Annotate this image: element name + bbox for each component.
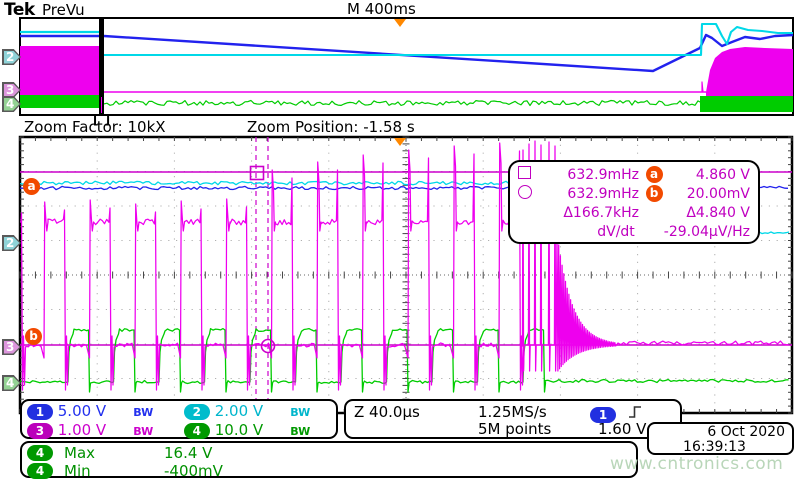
cursor-delta-frequency: Δ166.7kHz — [563, 204, 639, 221]
cursor-b-value: 20.00mV — [686, 185, 750, 202]
cursor-delta-value: Δ4.840 V — [686, 204, 750, 221]
channel1-scale: 5.00 V — [57, 402, 107, 420]
bandwidth-limit-icon: BW — [290, 425, 311, 438]
marker-fill — [3, 83, 20, 97]
cursor-readout-box: 632.9mHz a 4.860 V 632.9mHz b 20.00mV Δ1… — [508, 160, 760, 244]
marker-fill — [3, 50, 20, 64]
cursor-row-a: 632.9mHz a 4.860 V — [515, 165, 752, 184]
sample-rate-readout: 1.25MS/s — [478, 403, 547, 421]
trigger-level-readout: 1.60 V — [598, 420, 647, 438]
zoom-position-readout: Zoom Position: -1.58 s — [247, 118, 415, 136]
channel1-badge[interactable]: 1 — [22, 402, 58, 420]
measurement-row: 4 Min -400mV — [22, 461, 636, 480]
time-readout: 16:39:13 — [683, 439, 746, 455]
channel4-marker-overview: 4 — [2, 96, 21, 112]
zoom-timebase-readout: Z 40.0µs — [354, 403, 420, 421]
cursor-row-delta: Δ166.7kHz Δ4.840 V — [515, 203, 752, 222]
cursor-row-b: 632.9mHz b 20.00mV — [515, 184, 752, 203]
timebase-readout: M 400ms — [347, 0, 416, 18]
cursor-a-frequency: 632.9mHz — [567, 166, 639, 183]
trigger-marker-icon — [394, 19, 406, 27]
circle-cursor-icon — [515, 184, 539, 203]
rising-edge-icon — [628, 404, 642, 424]
channel4-badge[interactable]: 4 — [179, 421, 215, 439]
zoom-factor-readout: Zoom Factor: 10kX — [24, 118, 166, 136]
channel4-badge: 4 — [22, 444, 58, 462]
cursor-a-badge: a — [23, 178, 40, 195]
marker-label: 3 — [6, 340, 15, 354]
channel3-marker-main: 3 — [2, 339, 21, 355]
square-cursor-icon — [515, 166, 539, 183]
channel3-badge[interactable]: 3 — [22, 421, 58, 439]
dvdt-label: dV/dt — [597, 223, 635, 240]
channel-row-1-2: 1 5.00 V BW 2 2.00 V BW — [22, 402, 336, 420]
marker-fill — [3, 236, 20, 250]
channel2-marker-overview: 2 — [2, 49, 21, 65]
cursor-b-badge: b — [25, 328, 42, 345]
date-readout: 6 Oct 2020 — [707, 424, 785, 440]
trigger-source-badge[interactable]: 1 — [590, 404, 616, 423]
channel2-scale: 2.00 V — [214, 402, 264, 420]
channel2-marker-main: 2 — [2, 235, 21, 251]
channel4-marker-main: 4 — [2, 375, 21, 391]
bandwidth-limit-icon: BW — [133, 425, 154, 438]
horizontal-trigger-box: Z 40.0µs 1.25MS/s 5M points 1 1.60 V — [344, 399, 682, 439]
cursor-row-dvdt: dV/dt -29.04µV/Hz — [515, 222, 752, 241]
marker-fill — [3, 376, 20, 390]
cursor-a-badge-small: a — [639, 166, 669, 183]
channel3-scale: 1.00 V — [57, 421, 107, 439]
datetime-box: 6 Oct 2020 16:39:13 — [647, 422, 794, 455]
measurement-label: Min — [64, 461, 91, 480]
marker-fill — [3, 340, 20, 354]
cursor-b-badge-small: b — [639, 185, 669, 202]
bandwidth-limit-icon: BW — [290, 406, 311, 419]
marker-label: 4 — [6, 376, 15, 390]
cursor-b-frequency: 632.9mHz — [567, 185, 639, 202]
channel-row-3-4: 3 1.00 V BW 4 10.0 V BW — [22, 421, 336, 439]
tek-logo: Tek — [4, 0, 35, 20]
acquisition-status: PreVu — [42, 1, 85, 19]
marker-label: 4 — [6, 97, 15, 111]
measurement-label: Max — [64, 443, 96, 462]
record-length-readout: 5M points — [478, 420, 552, 438]
marker-label: 2 — [6, 50, 15, 64]
trigger-marker-icon — [394, 138, 406, 146]
channel4-badge: 4 — [22, 462, 58, 480]
channel2-badge[interactable]: 2 — [179, 402, 215, 420]
channel4-scale: 10.0 V — [214, 421, 264, 439]
cursor-a-value: 4.860 V — [695, 166, 750, 183]
measurements-box: 4 Max 16.4 V 4 Min -400mV — [20, 441, 638, 480]
measurement-value: -400mV — [164, 461, 223, 480]
marker-fill — [3, 97, 20, 111]
marker-label: 2 — [6, 236, 15, 250]
measurement-value: 16.4 V — [164, 443, 213, 462]
bandwidth-limit-icon: BW — [133, 406, 154, 419]
watermark: www.cntronics.com — [610, 454, 784, 474]
measurement-row: 4 Max 16.4 V — [22, 443, 636, 462]
marker-label: 3 — [6, 83, 15, 97]
channel-scales-box: 1 5.00 V BW 2 2.00 V BW 3 1.00 V BW 4 10… — [20, 399, 338, 439]
channel3-marker-overview: 3 — [2, 82, 21, 98]
zoom-window-bracket[interactable]: [ ] — [93, 113, 112, 127]
dvdt-value: -29.04µV/Hz — [663, 223, 750, 240]
